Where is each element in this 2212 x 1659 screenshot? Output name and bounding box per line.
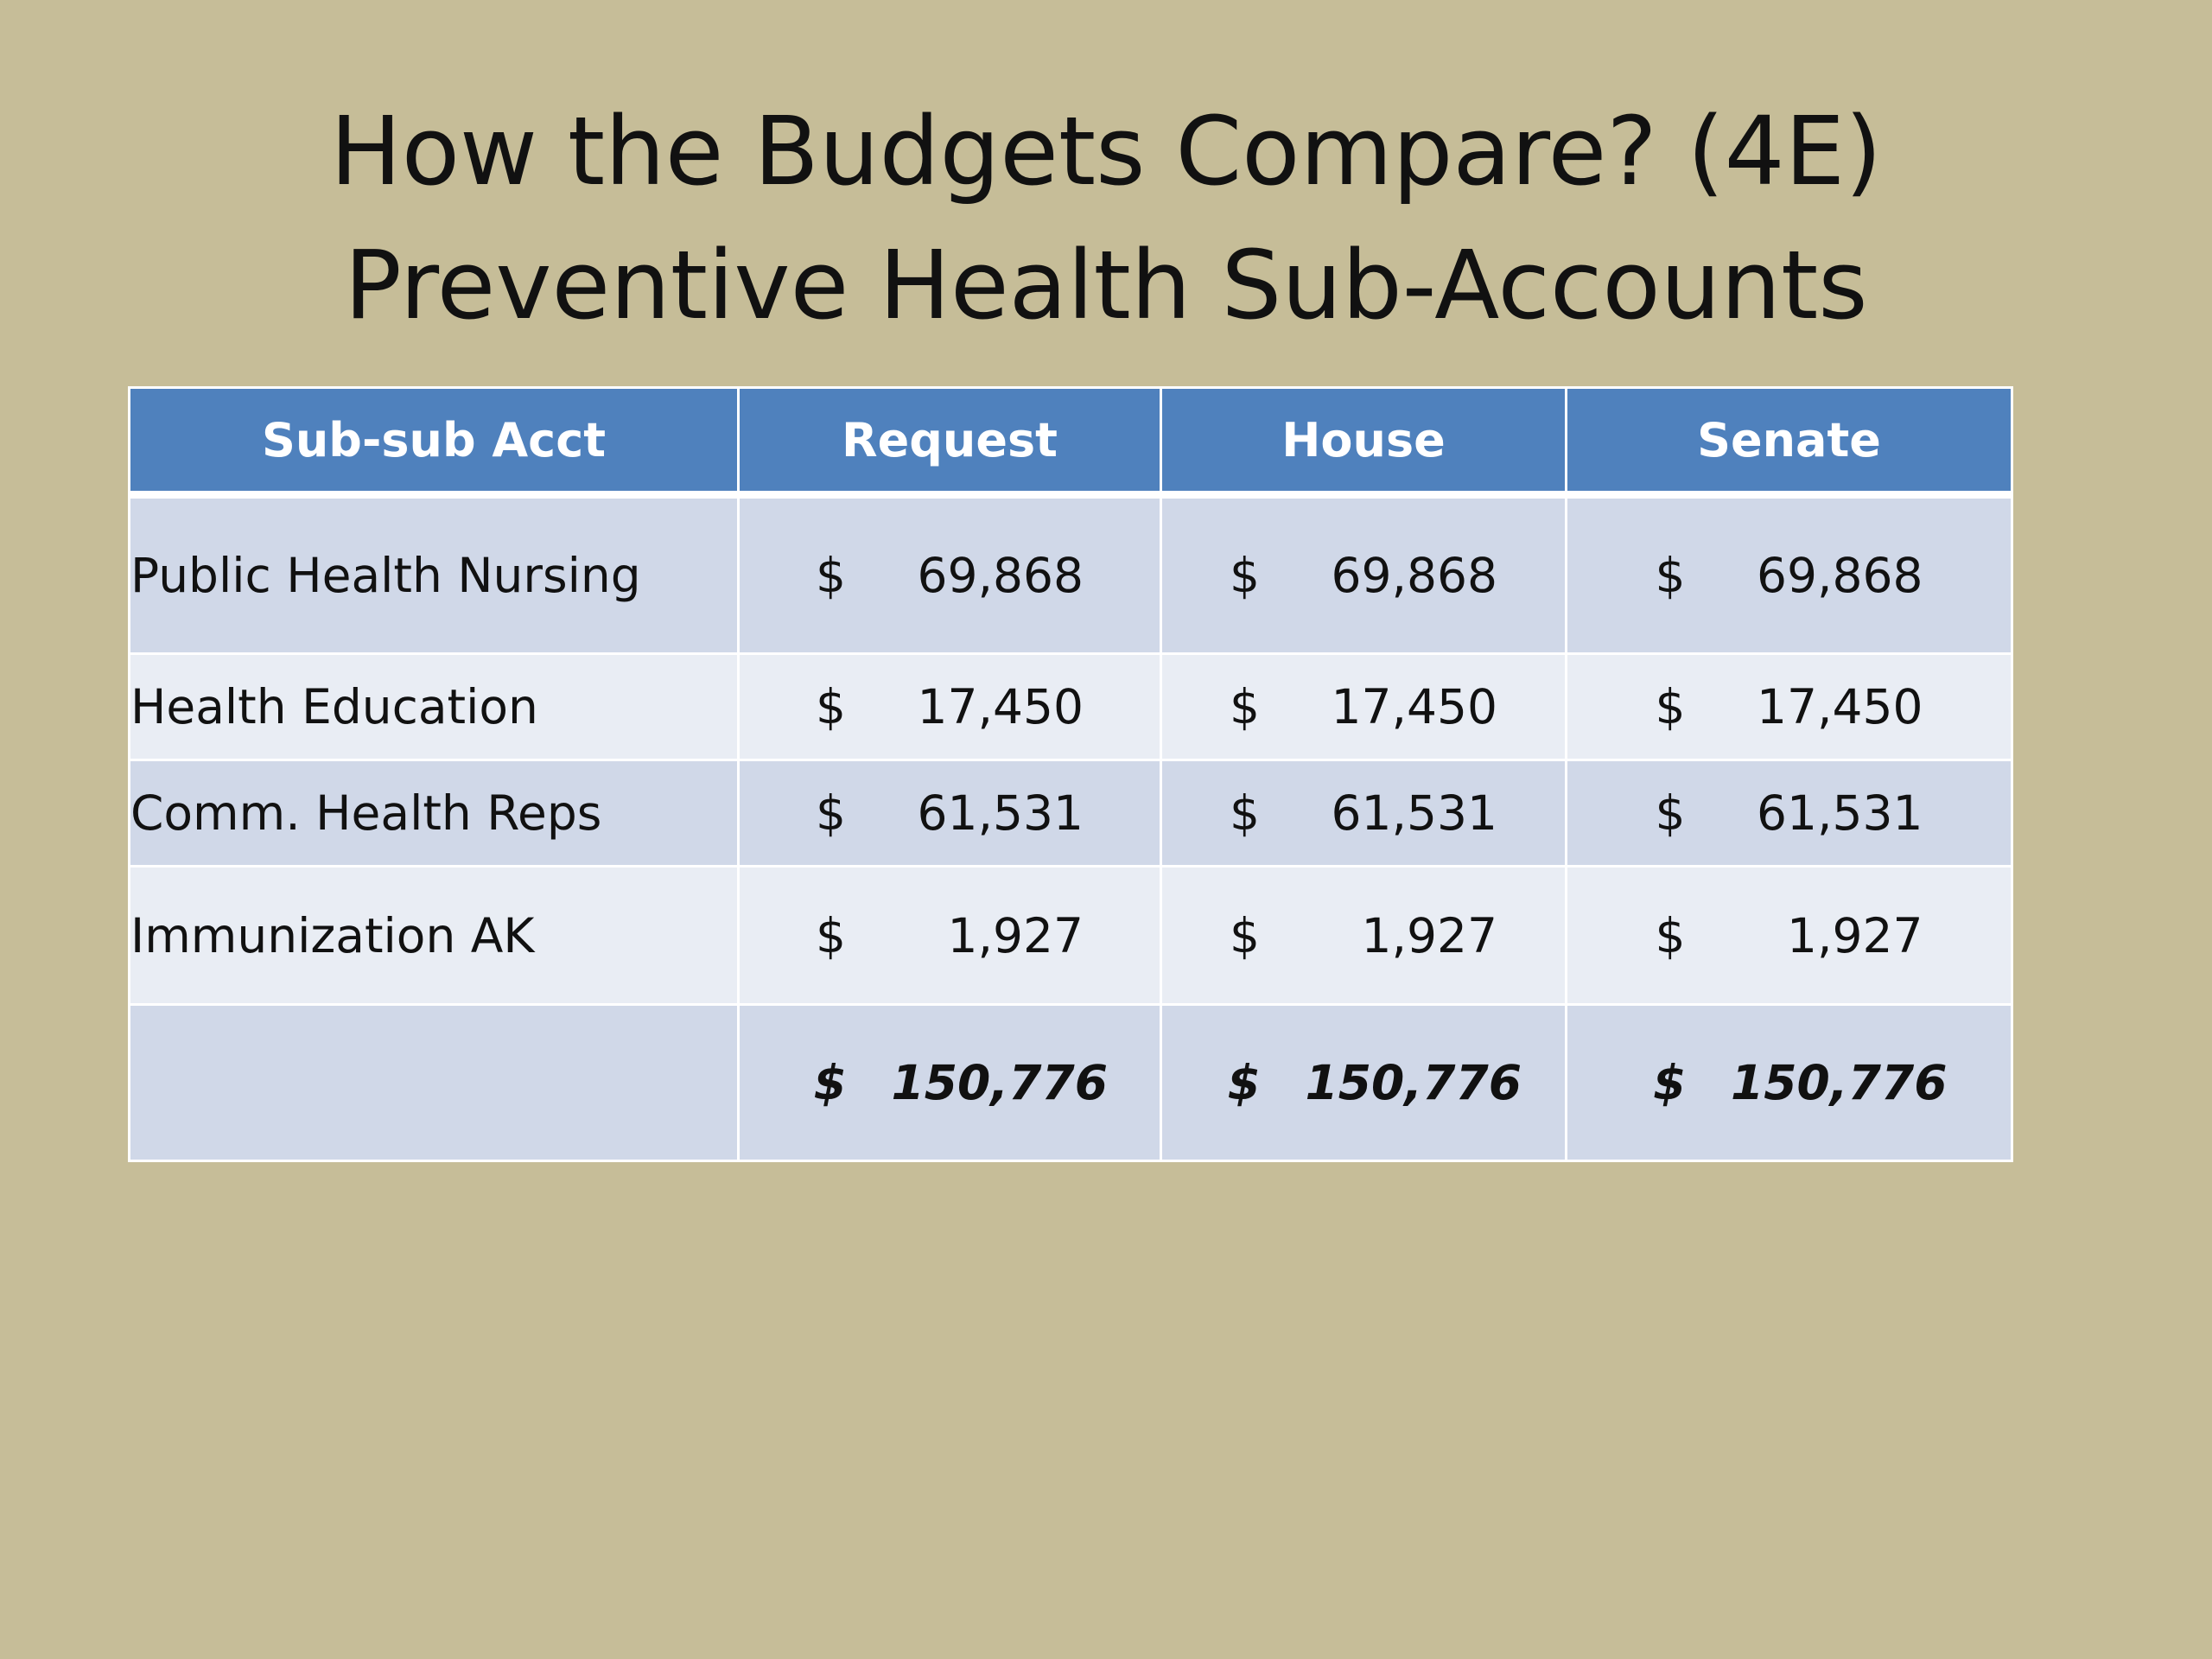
currency-symbol: $ (813, 1055, 847, 1110)
table-header-row: Sub-sub Acct Request House Senate (128, 386, 2013, 499)
total-row: $150,776 $150,776 $150,776 (128, 1003, 2013, 1162)
senate-value: $1,927 (1565, 865, 2013, 1006)
senate-value: $69,868 (1565, 493, 2013, 655)
amount: 1,927 (947, 907, 1084, 963)
currency-symbol: $ (816, 679, 846, 734)
currency-symbol: $ (1655, 679, 1686, 734)
currency-symbol: $ (1655, 548, 1686, 603)
currency-symbol: $ (816, 785, 846, 841)
senate-value: $61,531 (1565, 759, 2013, 868)
amount: 1,927 (1361, 907, 1497, 963)
currency-symbol: $ (816, 907, 846, 963)
amount: 61,531 (1757, 785, 1923, 841)
header-house: House (1160, 386, 1567, 499)
currency-symbol: $ (1230, 548, 1260, 603)
amount: 61,531 (917, 785, 1084, 841)
request-total: $150,776 (737, 1003, 1162, 1162)
account-name: Health Education (128, 652, 740, 761)
amount: 69,868 (917, 548, 1084, 603)
request-value: $61,531 (737, 759, 1162, 868)
house-total: $150,776 (1160, 1003, 1567, 1162)
house-value: $17,450 (1160, 652, 1567, 761)
amount: 61,531 (1331, 785, 1497, 841)
account-name: Immunization AK (128, 865, 740, 1006)
header-sub-sub-acct: Sub-sub Acct (128, 386, 740, 499)
amount: 150,776 (1305, 1055, 1522, 1110)
request-value: $1,927 (737, 865, 1162, 1006)
header-senate: Senate (1565, 386, 2013, 499)
amount: 17,450 (917, 679, 1084, 734)
amount: 17,450 (1757, 679, 1923, 734)
title-line-2: Preventive Health Sub-Accounts (344, 230, 1868, 340)
amount: 69,868 (1757, 548, 1923, 603)
amount: 69,868 (1331, 548, 1497, 603)
currency-symbol: $ (1227, 1055, 1261, 1110)
header-request: Request (737, 386, 1162, 499)
table-row: Immunization AK $1,927 $1,927 $1,927 (128, 865, 2013, 1006)
table-row: Public Health Nursing $69,868 $69,868 $6… (128, 493, 2013, 655)
currency-symbol: $ (1655, 785, 1686, 841)
house-value: $69,868 (1160, 493, 1567, 655)
account-name: Comm. Health Reps (128, 759, 740, 868)
currency-symbol: $ (816, 548, 846, 603)
request-value: $17,450 (737, 652, 1162, 761)
amount: 150,776 (1731, 1055, 1948, 1110)
table-row: Health Education $17,450 $17,450 $17,450 (128, 652, 2013, 761)
budget-comparison-table: Sub-sub Acct Request House Senate Public… (128, 386, 2013, 1162)
amount: 150,776 (891, 1055, 1109, 1110)
currency-symbol: $ (1653, 1055, 1687, 1110)
house-value: $1,927 (1160, 865, 1567, 1006)
amount: 17,450 (1331, 679, 1497, 734)
request-value: $69,868 (737, 493, 1162, 655)
house-value: $61,531 (1160, 759, 1567, 868)
title-line-1: How the Budgets Compare? (4E) (330, 96, 1882, 207)
amount: 1,927 (1787, 907, 1923, 963)
currency-symbol: $ (1230, 679, 1260, 734)
senate-value: $17,450 (1565, 652, 2013, 761)
senate-total: $150,776 (1565, 1003, 2013, 1162)
table-row: Comm. Health Reps $61,531 $61,531 $61,53… (128, 759, 2013, 868)
currency-symbol: $ (1230, 785, 1260, 841)
currency-symbol: $ (1655, 907, 1686, 963)
slide-title: How the Budgets Compare? (4E) Preventive… (0, 85, 2212, 353)
account-name: Public Health Nursing (128, 493, 740, 655)
currency-symbol: $ (1230, 907, 1260, 963)
total-label (128, 1003, 740, 1162)
